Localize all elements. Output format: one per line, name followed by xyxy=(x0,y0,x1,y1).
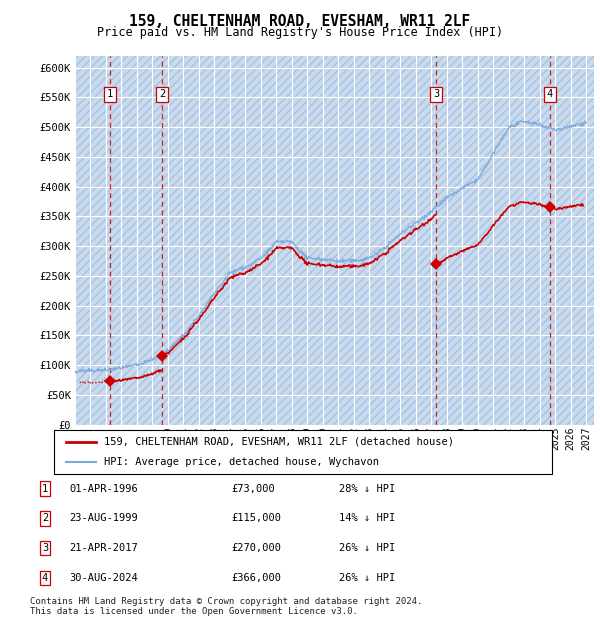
Text: £73,000: £73,000 xyxy=(231,484,275,494)
Text: 159, CHELTENHAM ROAD, EVESHAM, WR11 2LF (detached house): 159, CHELTENHAM ROAD, EVESHAM, WR11 2LF … xyxy=(104,436,454,447)
Text: 26% ↓ HPI: 26% ↓ HPI xyxy=(339,573,395,583)
Text: £366,000: £366,000 xyxy=(231,573,281,583)
Text: Price paid vs. HM Land Registry's House Price Index (HPI): Price paid vs. HM Land Registry's House … xyxy=(97,26,503,39)
Text: 30-AUG-2024: 30-AUG-2024 xyxy=(69,573,138,583)
Text: 159, CHELTENHAM ROAD, EVESHAM, WR11 2LF: 159, CHELTENHAM ROAD, EVESHAM, WR11 2LF xyxy=(130,14,470,29)
Text: 4: 4 xyxy=(42,573,48,583)
Text: £115,000: £115,000 xyxy=(231,513,281,523)
Text: 26% ↓ HPI: 26% ↓ HPI xyxy=(339,543,395,553)
FancyBboxPatch shape xyxy=(54,430,552,474)
Text: 01-APR-1996: 01-APR-1996 xyxy=(69,484,138,494)
Text: 2: 2 xyxy=(42,513,48,523)
Text: 21-APR-2017: 21-APR-2017 xyxy=(69,543,138,553)
Text: £270,000: £270,000 xyxy=(231,543,281,553)
Text: 1: 1 xyxy=(107,89,113,99)
Text: 4: 4 xyxy=(547,89,553,99)
Text: 3: 3 xyxy=(433,89,439,99)
Text: HPI: Average price, detached house, Wychavon: HPI: Average price, detached house, Wych… xyxy=(104,457,379,467)
Text: 28% ↓ HPI: 28% ↓ HPI xyxy=(339,484,395,494)
Text: 2: 2 xyxy=(159,89,166,99)
Text: 14% ↓ HPI: 14% ↓ HPI xyxy=(339,513,395,523)
Text: Contains HM Land Registry data © Crown copyright and database right 2024.: Contains HM Land Registry data © Crown c… xyxy=(30,597,422,606)
Text: 3: 3 xyxy=(42,543,48,553)
Text: 23-AUG-1999: 23-AUG-1999 xyxy=(69,513,138,523)
Text: This data is licensed under the Open Government Licence v3.0.: This data is licensed under the Open Gov… xyxy=(30,607,358,616)
Text: 1: 1 xyxy=(42,484,48,494)
